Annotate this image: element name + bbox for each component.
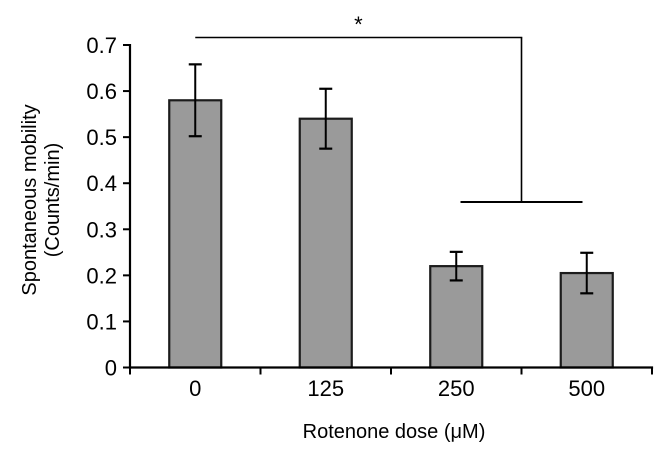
- y-tick-label: 0.1: [86, 309, 117, 334]
- y-tick-label: 0.7: [86, 33, 117, 58]
- x-tick-label-125: 125: [307, 376, 344, 401]
- significance-asterisk: *: [354, 12, 363, 37]
- x-tick-label-500: 500: [568, 376, 605, 401]
- y-tick-label: 0.3: [86, 217, 117, 242]
- x-tick-label-250: 250: [438, 376, 475, 401]
- bars-layer: [168, 99, 614, 369]
- y-tick-label: 0.5: [86, 125, 117, 150]
- y-tick-label: 0.6: [86, 79, 117, 104]
- y-axis-title-line1: Spontaneous mobility: [19, 104, 41, 295]
- y-tick-label: 0.4: [86, 171, 117, 196]
- axes-layer: 0 0.1 0.2 0.3 0.4 0.5 0.6 0.7 0 125 250 500: [86, 33, 654, 401]
- x-axis-title: Rotenone dose (μM): [303, 421, 486, 443]
- y-tick-label: 0.2: [86, 263, 117, 288]
- significance-layer: *: [195, 12, 583, 203]
- bar-125: [298, 117, 353, 369]
- y-tick-label: 0: [105, 356, 117, 381]
- y-axis-title-line2: (Counts/min): [42, 143, 64, 257]
- error-bars-layer: [188, 63, 594, 295]
- x-tick-label-0: 0: [189, 376, 201, 401]
- bar-0: [168, 99, 223, 369]
- bar-250: [429, 265, 484, 369]
